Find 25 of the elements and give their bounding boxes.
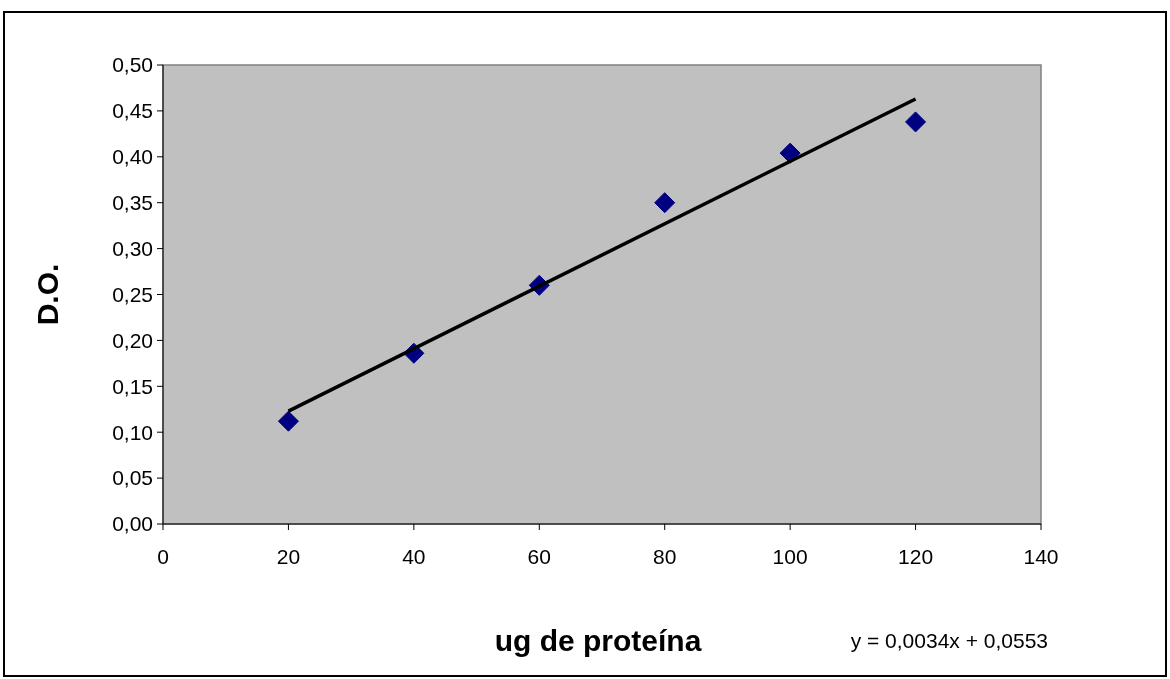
x-tick-label: 0 xyxy=(157,545,169,568)
x-tick-label: 20 xyxy=(276,545,301,568)
y-tick-label: 0,05 xyxy=(112,466,153,490)
y-tick-label: 0,40 xyxy=(112,145,153,169)
x-axis-title: ug de proteína xyxy=(494,624,702,657)
x-tick-label: 60 xyxy=(527,545,551,568)
y-tick-label: 0,30 xyxy=(112,236,153,260)
y-axis-title: D.O. xyxy=(31,263,64,326)
y-tick-label: 0,50 xyxy=(112,53,153,77)
y-tick-label: 0,20 xyxy=(112,328,153,352)
y-tick-label: 0,35 xyxy=(112,191,153,215)
x-tick-label: 100 xyxy=(772,545,808,568)
y-tick-label: 0,15 xyxy=(112,374,153,398)
point xyxy=(277,410,299,432)
x-tick-label: 120 xyxy=(898,545,934,568)
point xyxy=(905,111,927,133)
text: y = 0,0034x + 0,0553 xyxy=(850,629,1048,652)
x-tick-label: 40 xyxy=(402,545,426,568)
y-tick-label: 0,45 xyxy=(112,99,153,123)
x-tick-label: 80 xyxy=(653,545,677,568)
point xyxy=(654,192,676,214)
y-tick-label: 0,10 xyxy=(112,420,153,444)
x-tick-label: 140 xyxy=(1023,545,1059,568)
y-tick-label: 0,00 xyxy=(112,512,153,536)
y-tick-label: 0,25 xyxy=(112,282,153,306)
